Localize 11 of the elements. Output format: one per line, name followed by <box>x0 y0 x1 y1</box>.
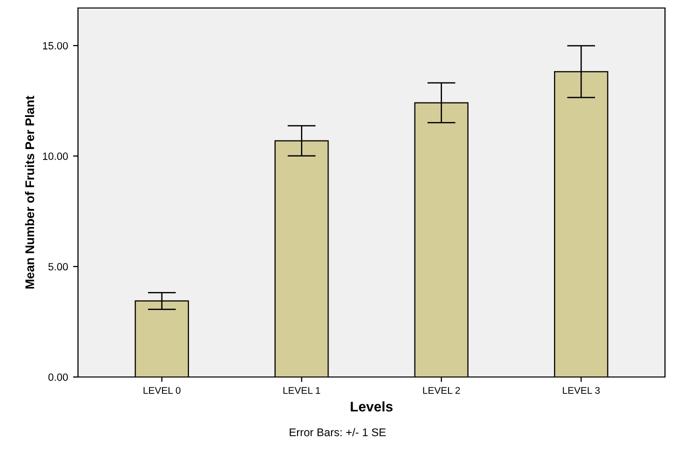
text: Error Bars: +/- 1 SE <box>290 428 386 436</box>
x-tick-label: LEVEL 1 <box>283 387 320 394</box>
x-axis-title: Levels <box>350 401 393 412</box>
x-tick-label: LEVEL 0 <box>144 386 180 394</box>
x-tick-label: LEVEL 3 <box>562 386 600 394</box>
y-tick-label: 5.00 <box>48 263 68 270</box>
y-tick-label: 10.00 <box>43 152 68 160</box>
y-tick-label: 15.00 <box>43 42 68 50</box>
x-tick-label: LEVEL 2 <box>423 386 460 394</box>
y-tick-label: 0.00 <box>48 374 68 381</box>
y-axis-title: Mean Number of Fruits Per Plant <box>25 96 34 289</box>
